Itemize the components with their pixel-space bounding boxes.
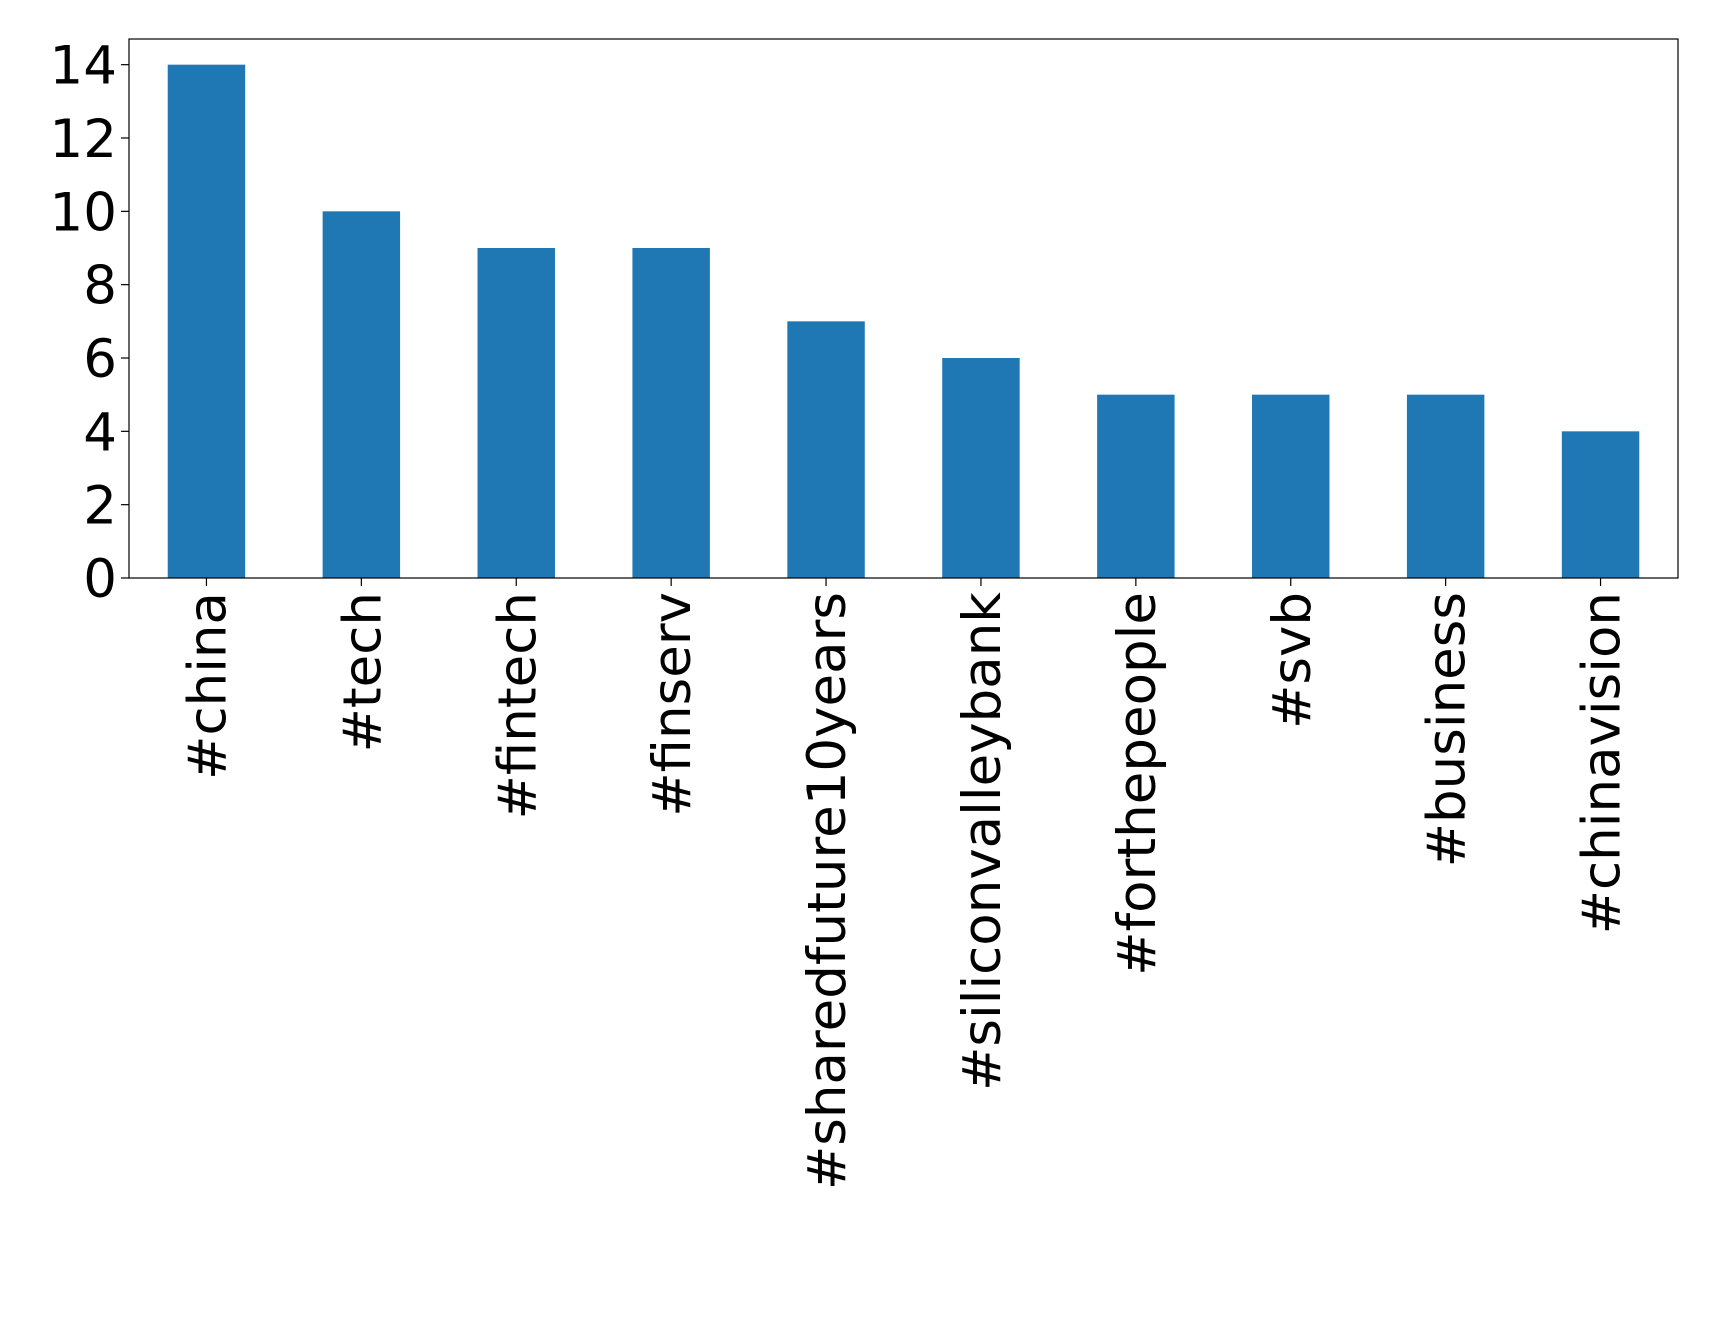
x-tick-label: #forthepeople <box>1107 592 1168 976</box>
y-tick-label: 14 <box>50 36 117 97</box>
bar <box>1406 394 1485 578</box>
bar <box>787 321 865 578</box>
x-tick-label: #sharedfuture10years <box>797 592 858 1190</box>
bar <box>1252 394 1330 578</box>
y-tick-label: 8 <box>83 256 117 317</box>
y-tick-label: 4 <box>83 402 117 463</box>
y-tick-label: 10 <box>50 182 117 243</box>
x-tick-label: #business <box>1417 592 1478 867</box>
x-tick-label: #siliconvalleybank <box>952 592 1013 1091</box>
x-tick-label: #finserv <box>642 592 703 817</box>
bar <box>632 248 710 578</box>
plot-frame <box>128 38 1679 579</box>
y-tick-label: 0 <box>83 549 117 610</box>
x-tick-label: #svb <box>1262 592 1323 729</box>
bar <box>1097 394 1175 578</box>
bar <box>322 211 401 579</box>
y-tick-label: 2 <box>83 476 117 537</box>
x-tick-label: #tech <box>332 592 393 753</box>
x-tick-label: #fintech <box>487 592 548 820</box>
y-tick-label: 12 <box>50 109 117 170</box>
y-tick-label: 6 <box>83 329 117 390</box>
bar <box>942 358 1020 578</box>
bar <box>167 64 246 578</box>
bar <box>477 248 555 578</box>
bar <box>1561 431 1640 578</box>
x-tick-label: #chinavision <box>1572 592 1633 934</box>
x-tick-label: #china <box>177 592 238 780</box>
